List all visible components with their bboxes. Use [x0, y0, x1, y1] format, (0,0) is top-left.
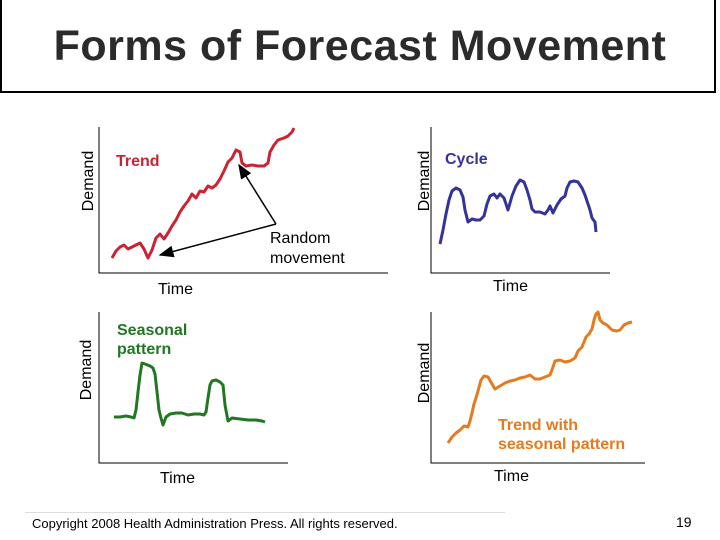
trend-label: Trend [116, 153, 160, 170]
cycle-line [438, 178, 598, 245]
seasonal-line [114, 361, 266, 427]
trend-seasonal-ylabel: Demand [416, 342, 433, 404]
trend-seasonal-label-line2: seasonal pattern [498, 436, 626, 453]
title-box [0, 0, 716, 93]
annotation-arrow-lower [158, 223, 277, 258]
seasonal-xlabel: Time [160, 470, 195, 487]
footer-divider [25, 512, 505, 513]
page-title: Forms of Forecast Movement [53, 22, 667, 70]
trend-xlabel: Time [158, 281, 193, 298]
trend-seasonal-xlabel: Time [494, 468, 529, 485]
trend-seasonal-axes [430, 312, 645, 464]
seasonal-axes [98, 312, 288, 464]
trend-seasonal-line [446, 310, 633, 444]
page-number: 19 [676, 514, 692, 530]
annotation-line2: movement [270, 250, 345, 267]
annotation-line1: Random [270, 230, 331, 247]
trend-seasonal-label: Trend with seasonal pattern [498, 416, 625, 454]
cycle-xlabel: Time [493, 278, 528, 295]
random-movement-annotation: Random movement [270, 229, 345, 269]
trend-line [110, 127, 296, 260]
seasonal-label: Seasonal pattern [117, 321, 187, 359]
copyright-footer: Copyright 2008 Health Administration Pre… [32, 516, 398, 531]
trend-ylabel: Demand [80, 150, 97, 212]
trend-axes [98, 127, 388, 274]
trend-seasonal-label-line1: Trend with [498, 417, 578, 434]
seasonal-label-line2: pattern [117, 341, 172, 358]
seasonal-ylabel: Demand [78, 339, 95, 401]
annotation-arrow-upper [238, 163, 277, 225]
cycle-axes [430, 127, 610, 274]
cycle-ylabel: Demand [416, 150, 433, 212]
cycle-label: Cycle [445, 151, 488, 168]
seasonal-label-line1: Seasonal [117, 322, 188, 339]
